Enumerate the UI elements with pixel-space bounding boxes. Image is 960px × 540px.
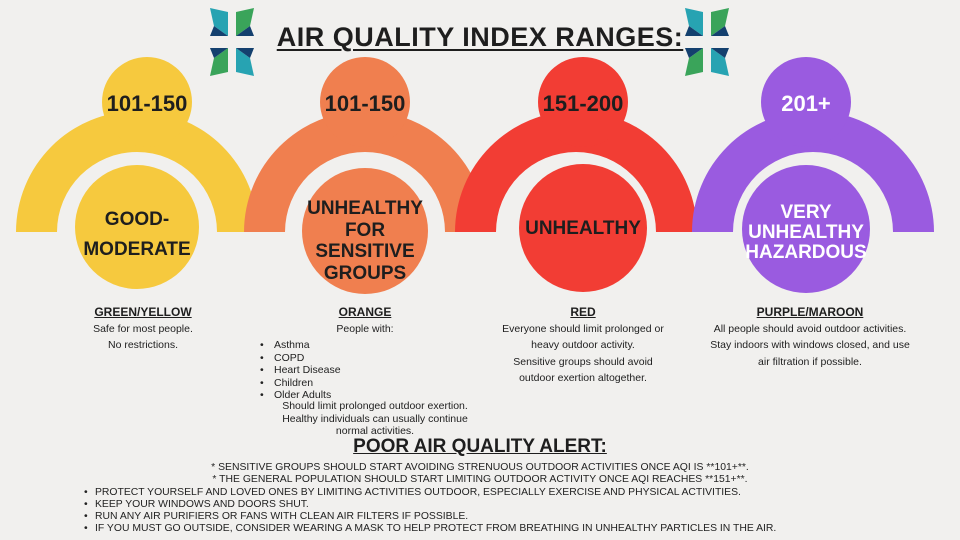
orange-arc bbox=[244, 111, 486, 232]
right-logo-icon bbox=[685, 8, 729, 76]
yellow-arc bbox=[16, 111, 258, 232]
alert-title: POOR AIR QUALITY ALERT: bbox=[353, 436, 607, 457]
category-label-red: UNHEALTHY bbox=[525, 218, 641, 239]
category-label-orange: UNHEALTHY FOR SENSITIVE GROUPS bbox=[307, 198, 423, 284]
intro-orange: People with: bbox=[336, 323, 394, 335]
category-label-purple: VERY UNHEALTHY HAZARDOUS bbox=[745, 202, 867, 263]
left-logo-icon bbox=[210, 8, 254, 76]
list-item: If you must go outside, consider wearing… bbox=[84, 523, 776, 535]
yellow-range-circle bbox=[102, 57, 192, 147]
range-label-purple: 201+ bbox=[781, 91, 831, 116]
purple-range-circle bbox=[761, 57, 851, 147]
red-range-circle bbox=[538, 57, 628, 147]
color-name-yellow: GREEN/YELLOW bbox=[94, 305, 192, 319]
description-purple: All people should avoid outdoor activiti… bbox=[710, 323, 910, 368]
alert-note: * The general population should start li… bbox=[212, 474, 748, 485]
red-arc bbox=[455, 111, 697, 232]
red-category-circle bbox=[519, 164, 647, 292]
range-label-red: 151-200 bbox=[542, 91, 624, 116]
category-label-yellow: GOOD- MODERATE bbox=[83, 209, 191, 260]
range-label-orange: 101-150 bbox=[324, 91, 406, 116]
sensitive-groups-list: Asthma COPD Heart Disease Children Older… bbox=[258, 339, 341, 402]
description-red: Everyone should limit prolonged or heavy… bbox=[502, 323, 664, 384]
list-item: Keep your windows and doors shut. bbox=[84, 499, 776, 511]
color-name-red: RED bbox=[570, 305, 596, 319]
yellow-category-circle bbox=[75, 165, 199, 289]
description-yellow: Safe for most people. No restrictions. bbox=[93, 323, 193, 352]
list-item: Heart Disease bbox=[258, 364, 341, 377]
alert-note: * Sensitive groups should start avoiding… bbox=[211, 462, 749, 473]
orange-range-circle bbox=[320, 57, 410, 147]
list-item: Asthma bbox=[258, 339, 341, 352]
orange-category-circle bbox=[302, 168, 428, 294]
list-item: COPD bbox=[258, 352, 341, 365]
advice-orange: Should limit prolonged outdoor exertion.… bbox=[282, 400, 468, 437]
page-title: AIR QUALITY INDEX RANGES: bbox=[276, 22, 684, 52]
color-name-orange: ORANGE bbox=[338, 305, 392, 319]
list-item: Children bbox=[258, 377, 341, 390]
list-item: Older Adults bbox=[258, 389, 341, 402]
purple-category-circle bbox=[742, 165, 870, 293]
color-name-purple: PURPLE/MAROON bbox=[756, 305, 864, 319]
aqi-graphic bbox=[16, 57, 934, 294]
range-label-yellow: 101-150 bbox=[106, 91, 188, 116]
purple-arc bbox=[692, 111, 934, 232]
list-item: Run any air purifiers or fans with clean… bbox=[84, 511, 776, 523]
